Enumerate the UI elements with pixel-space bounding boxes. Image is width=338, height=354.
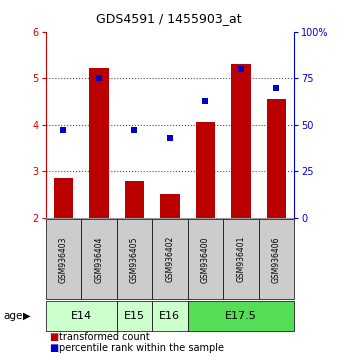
Text: GSM936404: GSM936404 (94, 236, 103, 282)
Text: ■: ■ (49, 343, 58, 353)
Bar (46, 301, 117, 331)
Point (203, 98, 208, 103)
Text: percentile rank within the sample: percentile rank within the sample (59, 343, 224, 353)
Text: E17.5: E17.5 (225, 311, 257, 321)
Bar (259, 219, 294, 299)
Bar (117, 219, 152, 299)
Bar (81, 219, 117, 299)
Point (274, 85, 279, 91)
Text: E14: E14 (71, 311, 92, 321)
Point (96, 75, 102, 81)
Text: age: age (3, 311, 23, 321)
Text: ▶: ▶ (23, 311, 30, 321)
Bar (89, 68, 108, 218)
Text: GSM936406: GSM936406 (272, 236, 281, 282)
Point (132, 127, 137, 133)
Text: GSM936405: GSM936405 (130, 236, 139, 282)
Point (167, 135, 172, 141)
Text: GSM936403: GSM936403 (59, 236, 68, 282)
Bar (188, 219, 223, 299)
Bar (54, 178, 73, 218)
Bar (223, 219, 259, 299)
Point (61, 127, 66, 133)
Text: E16: E16 (159, 311, 180, 321)
Bar (125, 181, 144, 218)
Text: GSM936402: GSM936402 (165, 236, 174, 282)
Bar (152, 301, 188, 331)
Text: GDS4591 / 1455903_at: GDS4591 / 1455903_at (96, 12, 242, 25)
Text: ■: ■ (49, 332, 58, 342)
Point (238, 66, 243, 72)
Bar (267, 99, 286, 218)
Bar (152, 219, 188, 299)
Text: GSM936401: GSM936401 (236, 236, 245, 282)
Bar (196, 122, 215, 218)
Text: GSM936400: GSM936400 (201, 236, 210, 282)
Bar (117, 301, 152, 331)
Bar (160, 194, 179, 218)
Bar (231, 64, 250, 218)
Text: E15: E15 (124, 311, 145, 321)
Bar (188, 301, 294, 331)
Bar (46, 219, 81, 299)
Text: transformed count: transformed count (59, 332, 150, 342)
